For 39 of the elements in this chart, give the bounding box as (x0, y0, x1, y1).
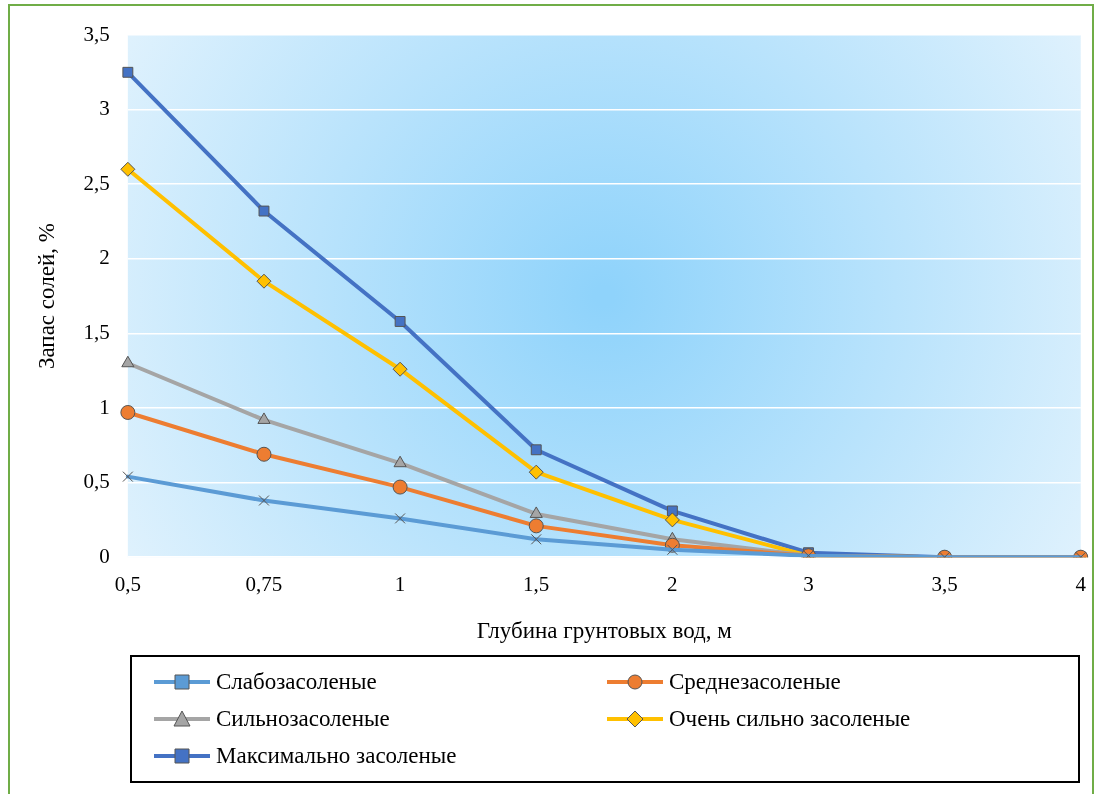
x-tick-label: 2 (667, 572, 678, 597)
point (257, 412, 271, 424)
point (392, 361, 408, 377)
x-tick-label: 3,5 (931, 572, 958, 597)
y-tick-label: 0 (99, 543, 110, 568)
legend-label: Среднезасоленые (669, 669, 841, 696)
point (120, 161, 136, 177)
x-tick-label: 3 (803, 572, 814, 597)
legend-label: Очень сильно засоленые (669, 705, 911, 732)
point (256, 446, 272, 462)
point (121, 355, 135, 368)
y-tick-label: 2,5 (83, 170, 110, 195)
x-tick-label: 0,75 (245, 572, 283, 597)
y-axis-title: Запас солей, % (33, 223, 59, 370)
y-tick-label: 0,5 (83, 469, 110, 494)
x-tick-label: 4 (1075, 572, 1087, 597)
point (528, 464, 544, 480)
point (529, 506, 543, 518)
y-tick-label: 3 (99, 96, 110, 121)
point (122, 66, 134, 78)
legend-label: Сильнозасоленые (216, 705, 390, 732)
point (392, 479, 408, 495)
y-tick-label: 1 (99, 394, 110, 419)
x-axis-title: Глубина грунтовых вод, м (476, 618, 733, 644)
point (664, 512, 680, 528)
point (393, 455, 407, 468)
y-tick-label: 2 (99, 245, 110, 270)
point (256, 273, 272, 289)
x-tick-label: 1 (394, 572, 406, 597)
legend-label: Слабозасоленые (216, 669, 377, 696)
point (528, 518, 544, 534)
point (530, 444, 542, 456)
legend-label: Максимально засоленые (216, 742, 457, 769)
point (258, 205, 270, 217)
point (120, 404, 136, 420)
y-tick-label: 3,5 (83, 21, 110, 46)
y-tick-label: 1,5 (83, 319, 110, 344)
x-tick-label: 1,5 (523, 572, 550, 597)
point (394, 316, 406, 327)
